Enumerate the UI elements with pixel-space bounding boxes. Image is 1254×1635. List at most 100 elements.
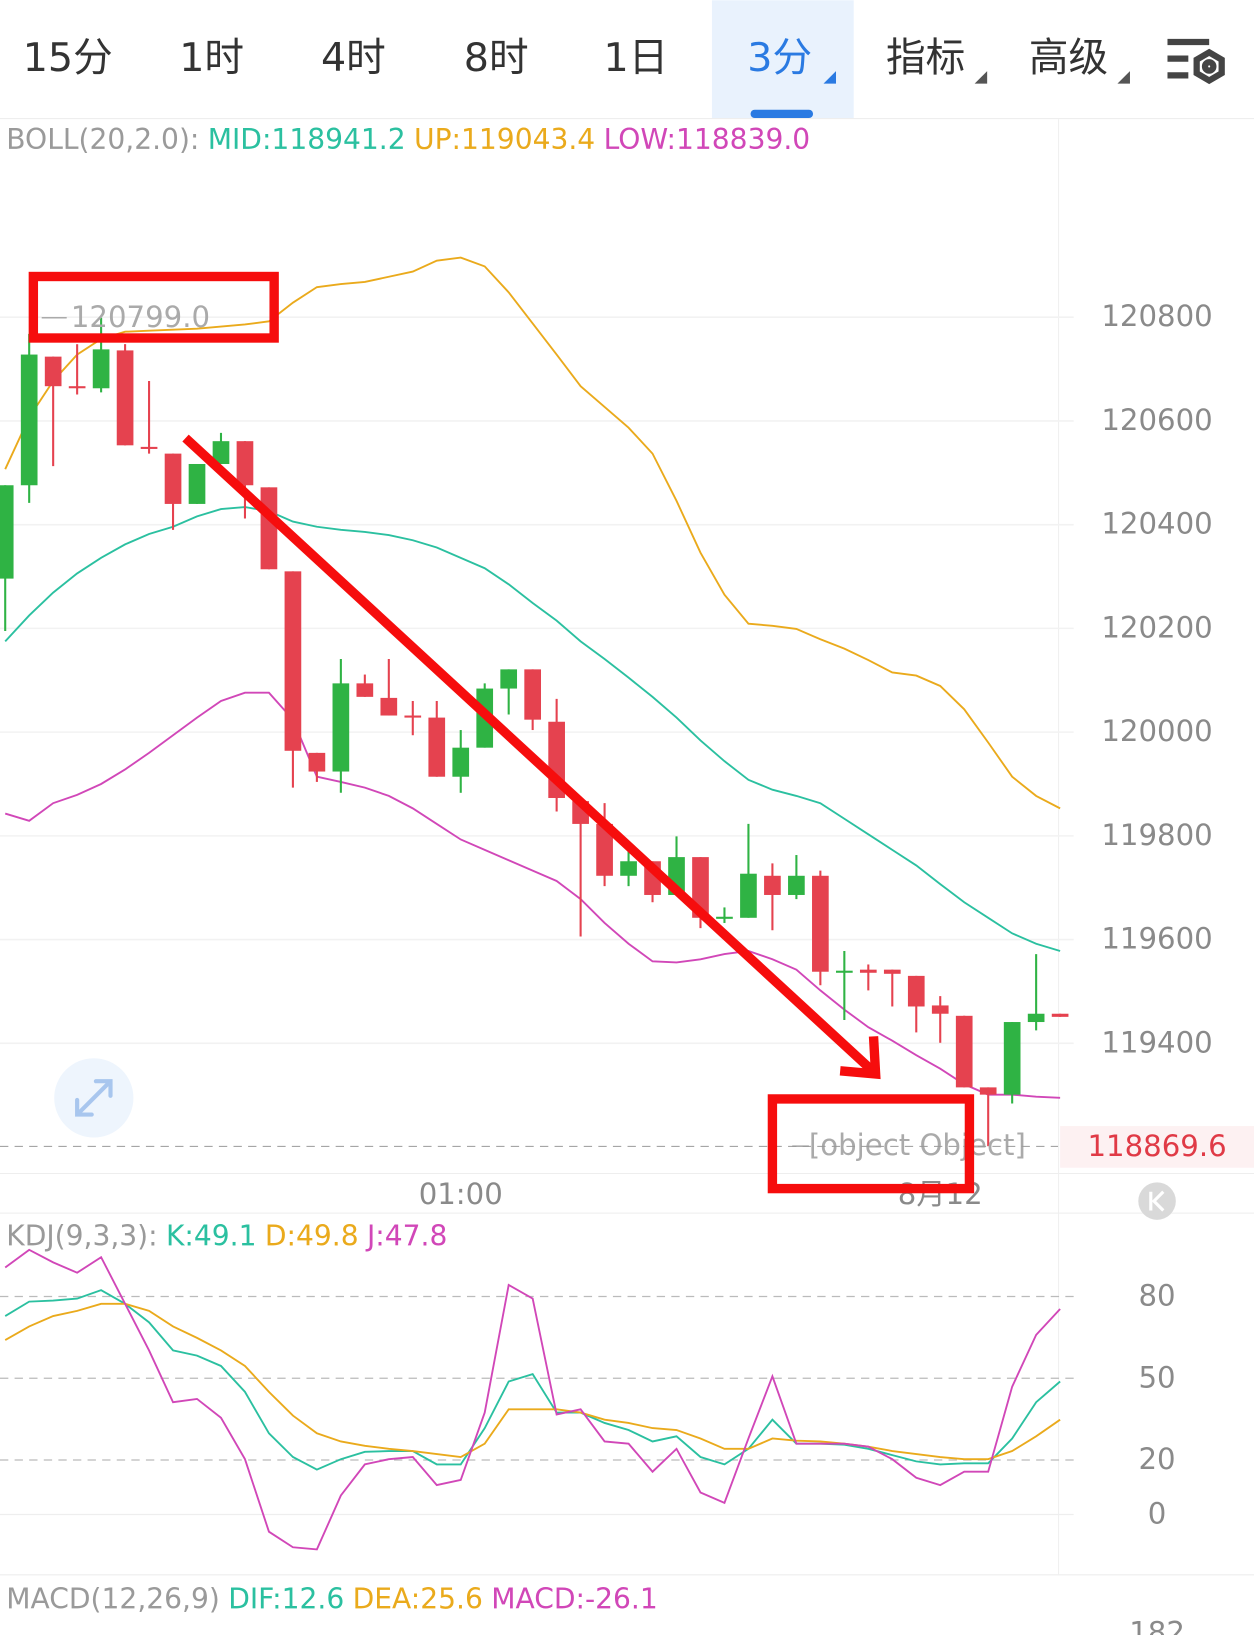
candle-body	[164, 453, 182, 504]
y-tick-label: 120000	[1101, 714, 1212, 748]
dropdown-caret	[974, 71, 988, 84]
settings-icon[interactable]	[1167, 38, 1225, 85]
candle-body	[979, 1087, 997, 1095]
indicator-line	[4, 691, 1061, 1099]
indicator-line	[4, 1248, 1061, 1551]
candle-body	[955, 1015, 973, 1088]
y-tick-label: 120600	[1101, 403, 1212, 437]
indicator-line	[4, 506, 1061, 952]
legend-item: DIF:12.6	[228, 1582, 344, 1615]
max-label: 120799.0	[71, 300, 210, 334]
candle-body	[812, 875, 829, 972]
candle-body	[212, 441, 230, 464]
candle-body	[620, 861, 637, 876]
candle-body	[92, 349, 110, 389]
candle-body	[788, 875, 805, 895]
tab[interactable]: 1日	[603, 35, 668, 81]
tab-bar: 15分 1时 4时 8时 1日 3分 指标 高级	[23, 0, 1225, 119]
y-tick-label: 182	[1129, 1616, 1185, 1635]
candle-body	[260, 487, 278, 570]
candle-body	[524, 669, 542, 720]
y-tick-label: 119600	[1101, 922, 1212, 956]
candle-body	[883, 969, 901, 974]
candle-body	[740, 873, 757, 918]
expand-button[interactable]	[54, 1058, 134, 1138]
active-tab-bg	[711, 0, 854, 119]
candle-body	[452, 747, 470, 777]
trend-arrow	[182, 434, 877, 1076]
candle-body	[716, 916, 733, 919]
candle-body	[1051, 1013, 1069, 1017]
tab[interactable]: 8时	[464, 35, 529, 81]
indicator-line	[4, 256, 1061, 810]
y-tick-label: 120200	[1101, 610, 1212, 644]
legend-item: J:47.8	[365, 1220, 447, 1253]
y-tick-label: 120800	[1101, 299, 1212, 333]
candle-body	[20, 354, 38, 486]
indicator-title: KDJ(9,3,3):	[6, 1220, 157, 1253]
y-tick-label: 120400	[1101, 507, 1212, 541]
y-tick-label: 50	[1138, 1360, 1175, 1394]
legend-item: LOW:118839.0	[604, 123, 811, 156]
legend-item: MID:118941.2	[208, 123, 406, 156]
candle-body	[44, 356, 62, 387]
candle-body	[404, 715, 422, 718]
arrow-head	[839, 1036, 881, 1080]
candle-body	[931, 1005, 949, 1014]
user-markup	[28, 271, 975, 1194]
candle-body	[284, 571, 302, 751]
candle-body	[0, 485, 14, 579]
candle-body	[356, 683, 374, 697]
macd-panel: MACD(12,26,9) DIF:12.6 DEA:25.6 MACD:-26.1 1…	[6, 1582, 1185, 1635]
candle-body	[332, 683, 350, 772]
legend-item: UP:119043.4	[414, 123, 595, 156]
indicator-line	[4, 1289, 1061, 1471]
candle-body	[380, 697, 398, 716]
highlight-box	[767, 1094, 975, 1194]
legend-item: K:49.1	[166, 1220, 257, 1253]
tab[interactable]: 高级	[1029, 35, 1108, 81]
y-tick-label: 119400	[1101, 1025, 1212, 1059]
indicator-title: MACD(12,26,9)	[6, 1582, 220, 1615]
tab[interactable]: 1时	[179, 35, 244, 81]
tab[interactable]: 4时	[321, 35, 386, 81]
tab[interactable]: 3分	[747, 35, 812, 81]
candle-body	[140, 446, 158, 449]
kdj-chart: 80 50 20 0 KDJ(9,3,3): K:49.1 D:49.8 J:47.8	[0, 1220, 1176, 1551]
candle-body	[188, 463, 206, 504]
tab[interactable]: 指标	[886, 35, 965, 81]
last-price-label: 118869.6	[1087, 1129, 1226, 1163]
x-tick-label: 01:00	[419, 1177, 503, 1211]
indicator-line	[4, 1302, 1061, 1461]
price-chart: 119400 119600 119800 120000 120200 120400 1206…	[0, 123, 1213, 1211]
last-price-bg	[1060, 1126, 1254, 1168]
candle-body	[428, 717, 446, 777]
candle-body	[836, 970, 853, 973]
candle-body	[68, 386, 86, 389]
legend-item: DEA:25.6	[353, 1582, 483, 1615]
candle-body	[859, 969, 877, 973]
dropdown-caret	[823, 71, 836, 84]
legend-item: D:49.8	[265, 1220, 359, 1253]
legend-item: MACD:-26.1	[491, 1582, 658, 1615]
tab[interactable]: 15分	[23, 35, 113, 81]
candle-body	[308, 752, 326, 772]
candle-body	[1003, 1022, 1021, 1095]
indicator-title: BOLL(20,2.0):	[6, 123, 199, 156]
y-tick-label: 0	[1148, 1497, 1167, 1531]
min-label: [object Object]	[809, 1128, 1026, 1162]
y-tick-label: 20	[1138, 1442, 1175, 1476]
candle-body	[236, 441, 254, 486]
candle-body	[116, 350, 134, 446]
highlight-box	[28, 271, 279, 343]
candle-body	[907, 975, 925, 1007]
scroll-to-latest-button[interactable]	[1138, 1182, 1176, 1220]
candle-body	[500, 669, 518, 689]
y-tick-label: 80	[1138, 1278, 1175, 1312]
candle-body	[596, 823, 613, 876]
y-tick-label: 119800	[1101, 818, 1212, 852]
active-tab-indicator	[750, 109, 814, 119]
